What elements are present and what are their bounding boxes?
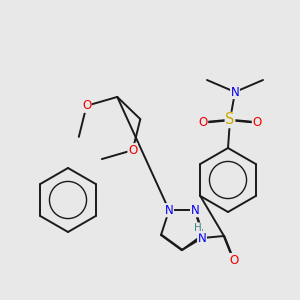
- Text: N: N: [198, 232, 206, 244]
- Text: O: O: [128, 144, 137, 157]
- Text: N: N: [231, 85, 239, 98]
- Text: S: S: [225, 112, 235, 128]
- Text: H: H: [194, 223, 202, 233]
- Text: N: N: [165, 204, 173, 217]
- Text: O: O: [82, 99, 91, 112]
- Text: O: O: [198, 116, 208, 128]
- Text: O: O: [230, 254, 238, 266]
- Text: N: N: [190, 204, 199, 217]
- Text: O: O: [252, 116, 262, 128]
